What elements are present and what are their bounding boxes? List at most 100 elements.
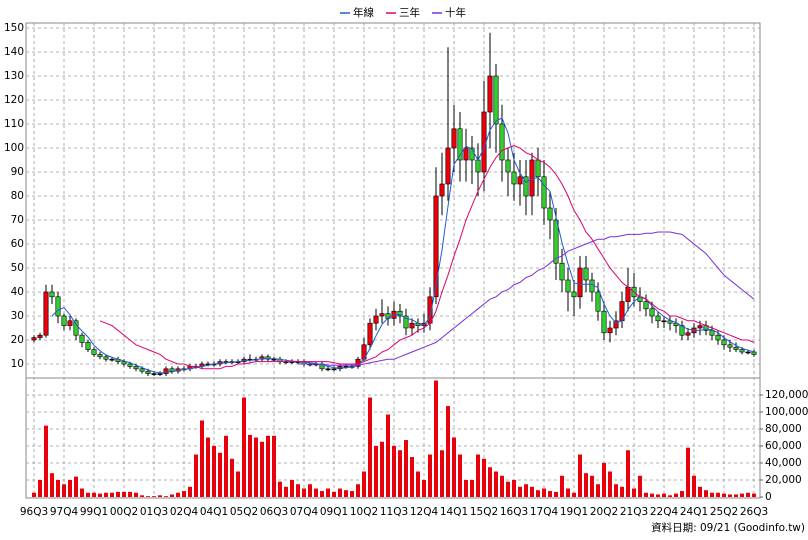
- candle-body: [79, 334, 85, 343]
- volume-bar: [374, 446, 378, 497]
- x-tick-label: 97Q4: [50, 506, 79, 518]
- volume-bar: [56, 480, 60, 497]
- candle-body: [523, 176, 529, 197]
- volume-bar: [692, 475, 696, 497]
- volume-bar: [680, 491, 684, 497]
- x-tick-label: 02Q4: [170, 506, 199, 518]
- x-tick-label: 26Q3: [740, 506, 768, 518]
- candle-body: [451, 128, 457, 149]
- candle-body: [97, 354, 103, 358]
- volume-bar: [608, 471, 612, 497]
- candle-body: [535, 159, 541, 178]
- volume-bar: [32, 492, 36, 497]
- candle-body: [133, 366, 139, 370]
- volume-bar: [266, 435, 270, 497]
- volume-bar: [200, 420, 204, 497]
- candle-body: [667, 320, 673, 324]
- y2-tick-label: 40,000: [765, 457, 802, 469]
- candle-body: [433, 195, 439, 298]
- volume-bar: [164, 496, 168, 497]
- volume-bar: [350, 491, 354, 497]
- candle-body: [445, 147, 451, 185]
- x-tick-label: 15Q2: [470, 506, 498, 518]
- candle-body: [463, 147, 469, 161]
- ma-line: [99, 145, 755, 370]
- volume-bar: [242, 397, 246, 497]
- volume-bar: [254, 437, 258, 497]
- volume-bar: [440, 450, 444, 497]
- volume-bar: [722, 493, 726, 497]
- candle-body: [145, 370, 151, 374]
- y-tick-label: 40: [11, 286, 24, 298]
- volume-bar: [308, 484, 312, 497]
- y-tick-label: 20: [11, 334, 24, 346]
- candle-body: [163, 368, 169, 374]
- x-tick-label: 19Q1: [560, 506, 588, 518]
- volume-bar: [410, 457, 414, 497]
- y-tick-label: 90: [11, 166, 24, 178]
- x-tick-label: 24Q1: [680, 506, 708, 518]
- candle-body: [265, 356, 271, 360]
- x-tick-label: 04Q1: [200, 506, 228, 518]
- volume-bar: [290, 480, 294, 497]
- y2-tick-label: 0: [765, 491, 772, 503]
- y-tick-label: 10: [11, 358, 24, 370]
- price-panel: [25, 22, 761, 379]
- volume-bar: [752, 493, 756, 497]
- candle-body: [43, 291, 49, 336]
- volume-bar: [686, 447, 690, 497]
- candle-body: [607, 327, 613, 334]
- candle-body: [157, 373, 163, 375]
- candle-body: [487, 75, 493, 113]
- candle-body: [685, 332, 691, 336]
- volume-bar: [512, 480, 516, 497]
- volume-bar: [362, 471, 366, 497]
- candle-body: [37, 334, 43, 338]
- candle-body: [409, 322, 415, 329]
- candle-body: [727, 344, 733, 348]
- volume-bar: [716, 492, 720, 497]
- candle-body: [91, 349, 97, 355]
- volume-bar: [116, 491, 120, 497]
- y-tick-label: 70: [11, 214, 24, 226]
- candle-body: [103, 356, 109, 360]
- y-tick-label: 50: [11, 262, 24, 274]
- y-tick-label: 100: [4, 142, 24, 154]
- x-tick-label: 20Q2: [590, 506, 618, 518]
- candle-body: [61, 315, 67, 326]
- candle-body: [679, 325, 685, 336]
- x-tick-label: 09Q1: [320, 506, 348, 518]
- candle-body: [151, 373, 157, 375]
- candle-body: [559, 262, 565, 281]
- x-tick-label: 06Q3: [260, 506, 288, 518]
- volume-bar: [554, 491, 558, 497]
- volume-bar: [68, 480, 72, 497]
- volume-bar: [170, 494, 174, 497]
- candle-body: [499, 123, 505, 161]
- candle-body: [745, 351, 751, 354]
- volume-bar: [434, 380, 438, 497]
- candle-body: [127, 363, 133, 367]
- volume-bar: [62, 484, 66, 497]
- volume-bar: [488, 467, 492, 497]
- volume-bar: [338, 488, 342, 497]
- candle-body: [577, 267, 583, 298]
- candle-body: [373, 315, 379, 324]
- y-tick-label: 80: [11, 190, 24, 202]
- candle-body: [511, 171, 517, 185]
- x-tick-label: 99Q1: [80, 506, 108, 518]
- volume-bar: [446, 406, 450, 497]
- volume-bar: [50, 473, 54, 497]
- candle-body: [721, 339, 727, 346]
- candle-body: [595, 291, 601, 312]
- candle-body: [139, 368, 145, 372]
- volume-bar: [236, 471, 240, 497]
- legend-label: 十年: [445, 6, 466, 19]
- ma-line: [298, 231, 755, 366]
- volume-bar: [428, 454, 432, 497]
- volume-bar: [320, 491, 324, 497]
- y-tick-label: 60: [11, 238, 24, 250]
- volume-bar: [206, 437, 210, 497]
- volume-bar: [656, 494, 660, 497]
- candle-body: [733, 346, 739, 350]
